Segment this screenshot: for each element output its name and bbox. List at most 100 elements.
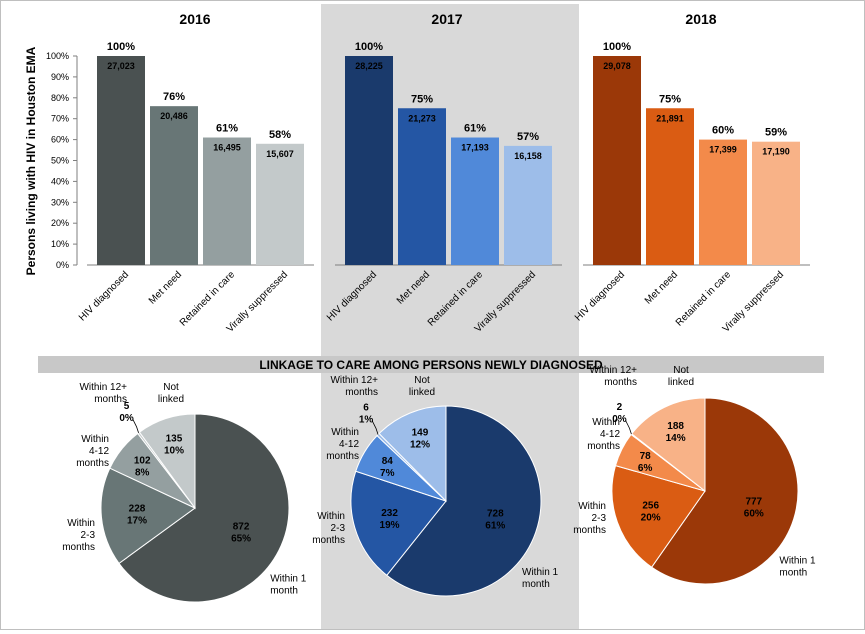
y-tick-label: 20% bbox=[51, 218, 69, 228]
pie-category-label-line: months bbox=[573, 525, 606, 536]
pie-2017-slice-5 bbox=[378, 405, 447, 503]
pie-category-label-line: Not bbox=[414, 375, 430, 386]
pie-category-label-line: month bbox=[779, 568, 807, 579]
pie-category-label: Within 12+ months bbox=[589, 365, 637, 388]
bar-count-label: 15,607 bbox=[266, 149, 294, 159]
pie-2016-slice-5 bbox=[138, 413, 196, 510]
pie-category-label-line: linked bbox=[158, 394, 184, 405]
pie-pct-label: 19% bbox=[380, 520, 400, 531]
bar-count-label: 21,891 bbox=[656, 113, 684, 123]
pie-category-label-line: Within 1 bbox=[270, 573, 307, 584]
pie-category-label-line: Within 1 bbox=[779, 556, 816, 567]
x-category-label: Retained in care bbox=[674, 269, 734, 329]
bar-pct-label: 59% bbox=[765, 127, 787, 139]
pie-category-label: Not linked bbox=[668, 365, 694, 388]
pie-category-label: Within 1 month bbox=[779, 556, 816, 579]
bar-count-label: 17,399 bbox=[709, 145, 737, 155]
pie-pct-label: 0% bbox=[612, 414, 627, 425]
y-tick-label: 30% bbox=[51, 197, 69, 207]
pie-category-label-line: Within bbox=[331, 427, 359, 438]
bar-2017-1 bbox=[345, 56, 393, 265]
pie-category-label: Within 1 month bbox=[270, 573, 307, 596]
pie-pct-label: 0% bbox=[119, 413, 134, 424]
pie-pct-label: 14% bbox=[666, 433, 686, 444]
chart-title-2017: 2017 bbox=[431, 11, 462, 27]
pie-category-label-line: linked bbox=[409, 387, 435, 398]
pie-category-label-line: Within 1 bbox=[522, 567, 559, 578]
bar-pct-label: 75% bbox=[659, 93, 681, 105]
pie-category-label-line: 2-3 bbox=[331, 523, 346, 534]
pie-category-label-line: Not bbox=[163, 382, 179, 393]
bar-count-label: 16,495 bbox=[213, 143, 241, 153]
x-category-label: Met need bbox=[643, 269, 680, 306]
bar-2016-1 bbox=[97, 56, 145, 265]
bar-count-label: 20,486 bbox=[160, 111, 188, 121]
bar-count-label: 21,273 bbox=[408, 113, 436, 123]
pie-value-label: 256 bbox=[642, 500, 659, 511]
y-tick-label: 40% bbox=[51, 176, 69, 186]
pie-banner-title: LINKAGE TO CARE AMONG PERSONS NEWLY DIAG… bbox=[259, 358, 603, 372]
chart-title-2016: 2016 bbox=[179, 11, 210, 27]
pie-category-label-line: months bbox=[587, 441, 620, 452]
pie-category-label-line: months bbox=[62, 542, 95, 553]
pie-value-label: 2 bbox=[617, 402, 623, 413]
pie-category-label-line: 2-3 bbox=[81, 530, 96, 541]
bar-pct-label: 57% bbox=[517, 131, 539, 143]
chart-title-2018: 2018 bbox=[685, 11, 716, 27]
bar-pct-label: 60% bbox=[712, 125, 734, 137]
bar-pct-label: 61% bbox=[464, 123, 486, 135]
bar-2016-2 bbox=[150, 106, 198, 265]
pie-value-label: 149 bbox=[412, 428, 429, 439]
bar-count-label: 16,158 bbox=[514, 151, 542, 161]
pie-category-label-line: months bbox=[604, 377, 637, 388]
pie-category-label-line: months bbox=[345, 387, 378, 398]
pie-pct-label: 61% bbox=[485, 520, 505, 531]
y-tick-label: 90% bbox=[51, 72, 69, 82]
pie-category-label-line: months bbox=[94, 394, 127, 405]
x-category-label: HIV diagnosed bbox=[77, 269, 131, 323]
pie-category-label-line: Within bbox=[592, 417, 620, 428]
pie-category-label-line: Within 12+ bbox=[589, 365, 637, 376]
pie-category-label-line: Within bbox=[67, 518, 95, 529]
y-tick-label: 80% bbox=[51, 93, 69, 103]
bar-count-label: 28,225 bbox=[355, 61, 383, 71]
pie-value-label: 78 bbox=[640, 451, 652, 462]
pie-pct-label: 7% bbox=[380, 468, 395, 479]
pie-value-label: 228 bbox=[129, 504, 146, 515]
x-category-label: Retained in care bbox=[178, 269, 238, 329]
bar-pct-label: 100% bbox=[603, 41, 631, 53]
bar-2017-2 bbox=[398, 108, 446, 265]
pie-category-label-line: months bbox=[326, 451, 359, 462]
pie-2018-slice-1 bbox=[650, 397, 799, 585]
pie-pct-label: 65% bbox=[231, 533, 251, 544]
bar-pct-label: 58% bbox=[269, 129, 291, 141]
pie-pct-label: 20% bbox=[641, 512, 661, 523]
y-tick-label: 0% bbox=[56, 260, 69, 270]
pie-category-label: Within 2-3 months bbox=[573, 501, 606, 536]
pie-2016-slice-2 bbox=[100, 467, 196, 565]
pie-value-label: 232 bbox=[381, 508, 398, 519]
bar-2018-1 bbox=[593, 56, 641, 265]
bar-pct-label: 76% bbox=[163, 91, 185, 103]
pie-value-label: 872 bbox=[233, 521, 250, 532]
y-tick-label: 70% bbox=[51, 114, 69, 124]
bar-2018-2 bbox=[646, 108, 694, 265]
pie-value-label: 777 bbox=[745, 496, 762, 507]
pie-category-label-line: Within bbox=[317, 511, 345, 522]
y-tick-label: 100% bbox=[46, 51, 69, 61]
pie-value-label: 135 bbox=[166, 434, 183, 445]
bar-2016-4 bbox=[256, 143, 304, 265]
pie-category-label: Within 2-3 months bbox=[62, 518, 95, 553]
pie-leader-line bbox=[625, 419, 632, 435]
pie-pct-label: 60% bbox=[744, 508, 764, 519]
pie-pct-label: 10% bbox=[164, 446, 184, 457]
pie-category-label-line: 4-12 bbox=[339, 439, 359, 450]
pie-category-label-line: 4-12 bbox=[600, 429, 620, 440]
pie-2018-slice-2 bbox=[611, 464, 706, 568]
pie-banner bbox=[38, 356, 824, 373]
pie-category-label: Within 1 month bbox=[522, 567, 559, 590]
pie-2016-slice-1 bbox=[118, 413, 290, 603]
pie-value-label: 188 bbox=[667, 421, 684, 432]
